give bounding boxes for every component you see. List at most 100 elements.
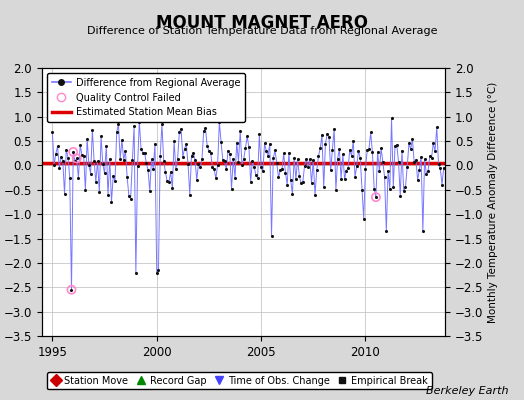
Point [152,270,161,276]
Point [361,166,369,172]
Point [139,149,147,156]
Point [267,233,276,239]
Point [399,188,408,195]
Point [281,170,290,176]
Point [438,182,446,188]
Point [318,132,326,138]
Point [314,153,323,159]
Point [104,192,112,198]
Point [339,151,347,158]
Point [375,168,384,174]
Point [229,156,237,162]
Point [316,145,324,152]
Point [192,177,201,183]
Text: Difference of Station Temperature Data from Regional Average: Difference of Station Temperature Data f… [87,26,437,36]
Point [323,130,331,137]
Point [415,166,423,173]
Point [71,158,79,164]
Point [272,160,281,166]
Point [257,164,265,170]
Point [116,156,124,162]
Point [260,140,269,146]
Point [424,168,432,174]
Point [213,162,222,168]
Point [417,154,425,160]
Point [50,162,58,168]
Point [279,150,288,156]
Point [391,143,399,149]
Point [144,166,152,173]
Point [109,172,117,179]
Point [113,129,121,135]
Point [436,165,444,171]
Point [288,191,297,197]
Point [250,163,258,170]
Point [67,286,75,293]
Point [184,161,192,167]
Point [80,153,88,159]
Point [128,157,137,164]
Point [370,185,378,192]
Point [236,128,244,134]
Point [86,170,95,177]
Point [309,157,318,164]
Point [135,118,144,125]
Point [227,186,236,192]
Point [140,150,149,156]
Point [320,184,328,190]
Point [158,121,166,128]
Point [180,145,189,152]
Point [85,162,93,168]
Point [208,164,216,170]
Point [66,174,74,181]
Point [295,173,303,179]
Point [285,150,293,156]
Point [205,148,213,154]
Point [111,178,119,184]
Point [226,151,234,157]
Point [382,228,390,234]
Point [185,191,194,198]
Point [248,158,257,164]
Point [243,133,252,140]
Point [333,156,342,162]
Point [60,191,69,197]
Point [264,152,272,159]
Point [167,169,175,175]
Point [428,154,436,161]
Point [170,138,178,144]
Point [363,147,372,154]
Point [408,136,417,143]
Point [182,141,191,148]
Point [358,186,366,193]
Point [62,146,70,153]
Legend: Station Move, Record Gap, Time of Obs. Change, Empirical Break: Station Move, Record Gap, Time of Obs. C… [47,372,432,390]
Point [255,131,264,138]
Point [90,158,99,164]
Point [222,166,231,172]
Point [395,158,403,165]
Point [154,267,162,274]
Point [200,128,208,134]
Point [401,184,410,190]
Point [365,146,373,152]
Point [384,168,392,174]
Point [245,144,253,150]
Point [380,174,389,180]
Point [290,155,298,161]
Point [321,141,330,147]
Point [48,128,57,135]
Point [346,147,354,153]
Point [330,126,339,132]
Point [123,174,132,180]
Point [83,136,91,142]
Point [215,119,224,125]
Point [146,188,154,194]
Point [405,140,413,147]
Point [212,175,220,182]
Point [224,147,232,154]
Point [102,143,111,149]
Point [175,129,183,136]
Point [259,168,267,174]
Point [419,228,427,234]
